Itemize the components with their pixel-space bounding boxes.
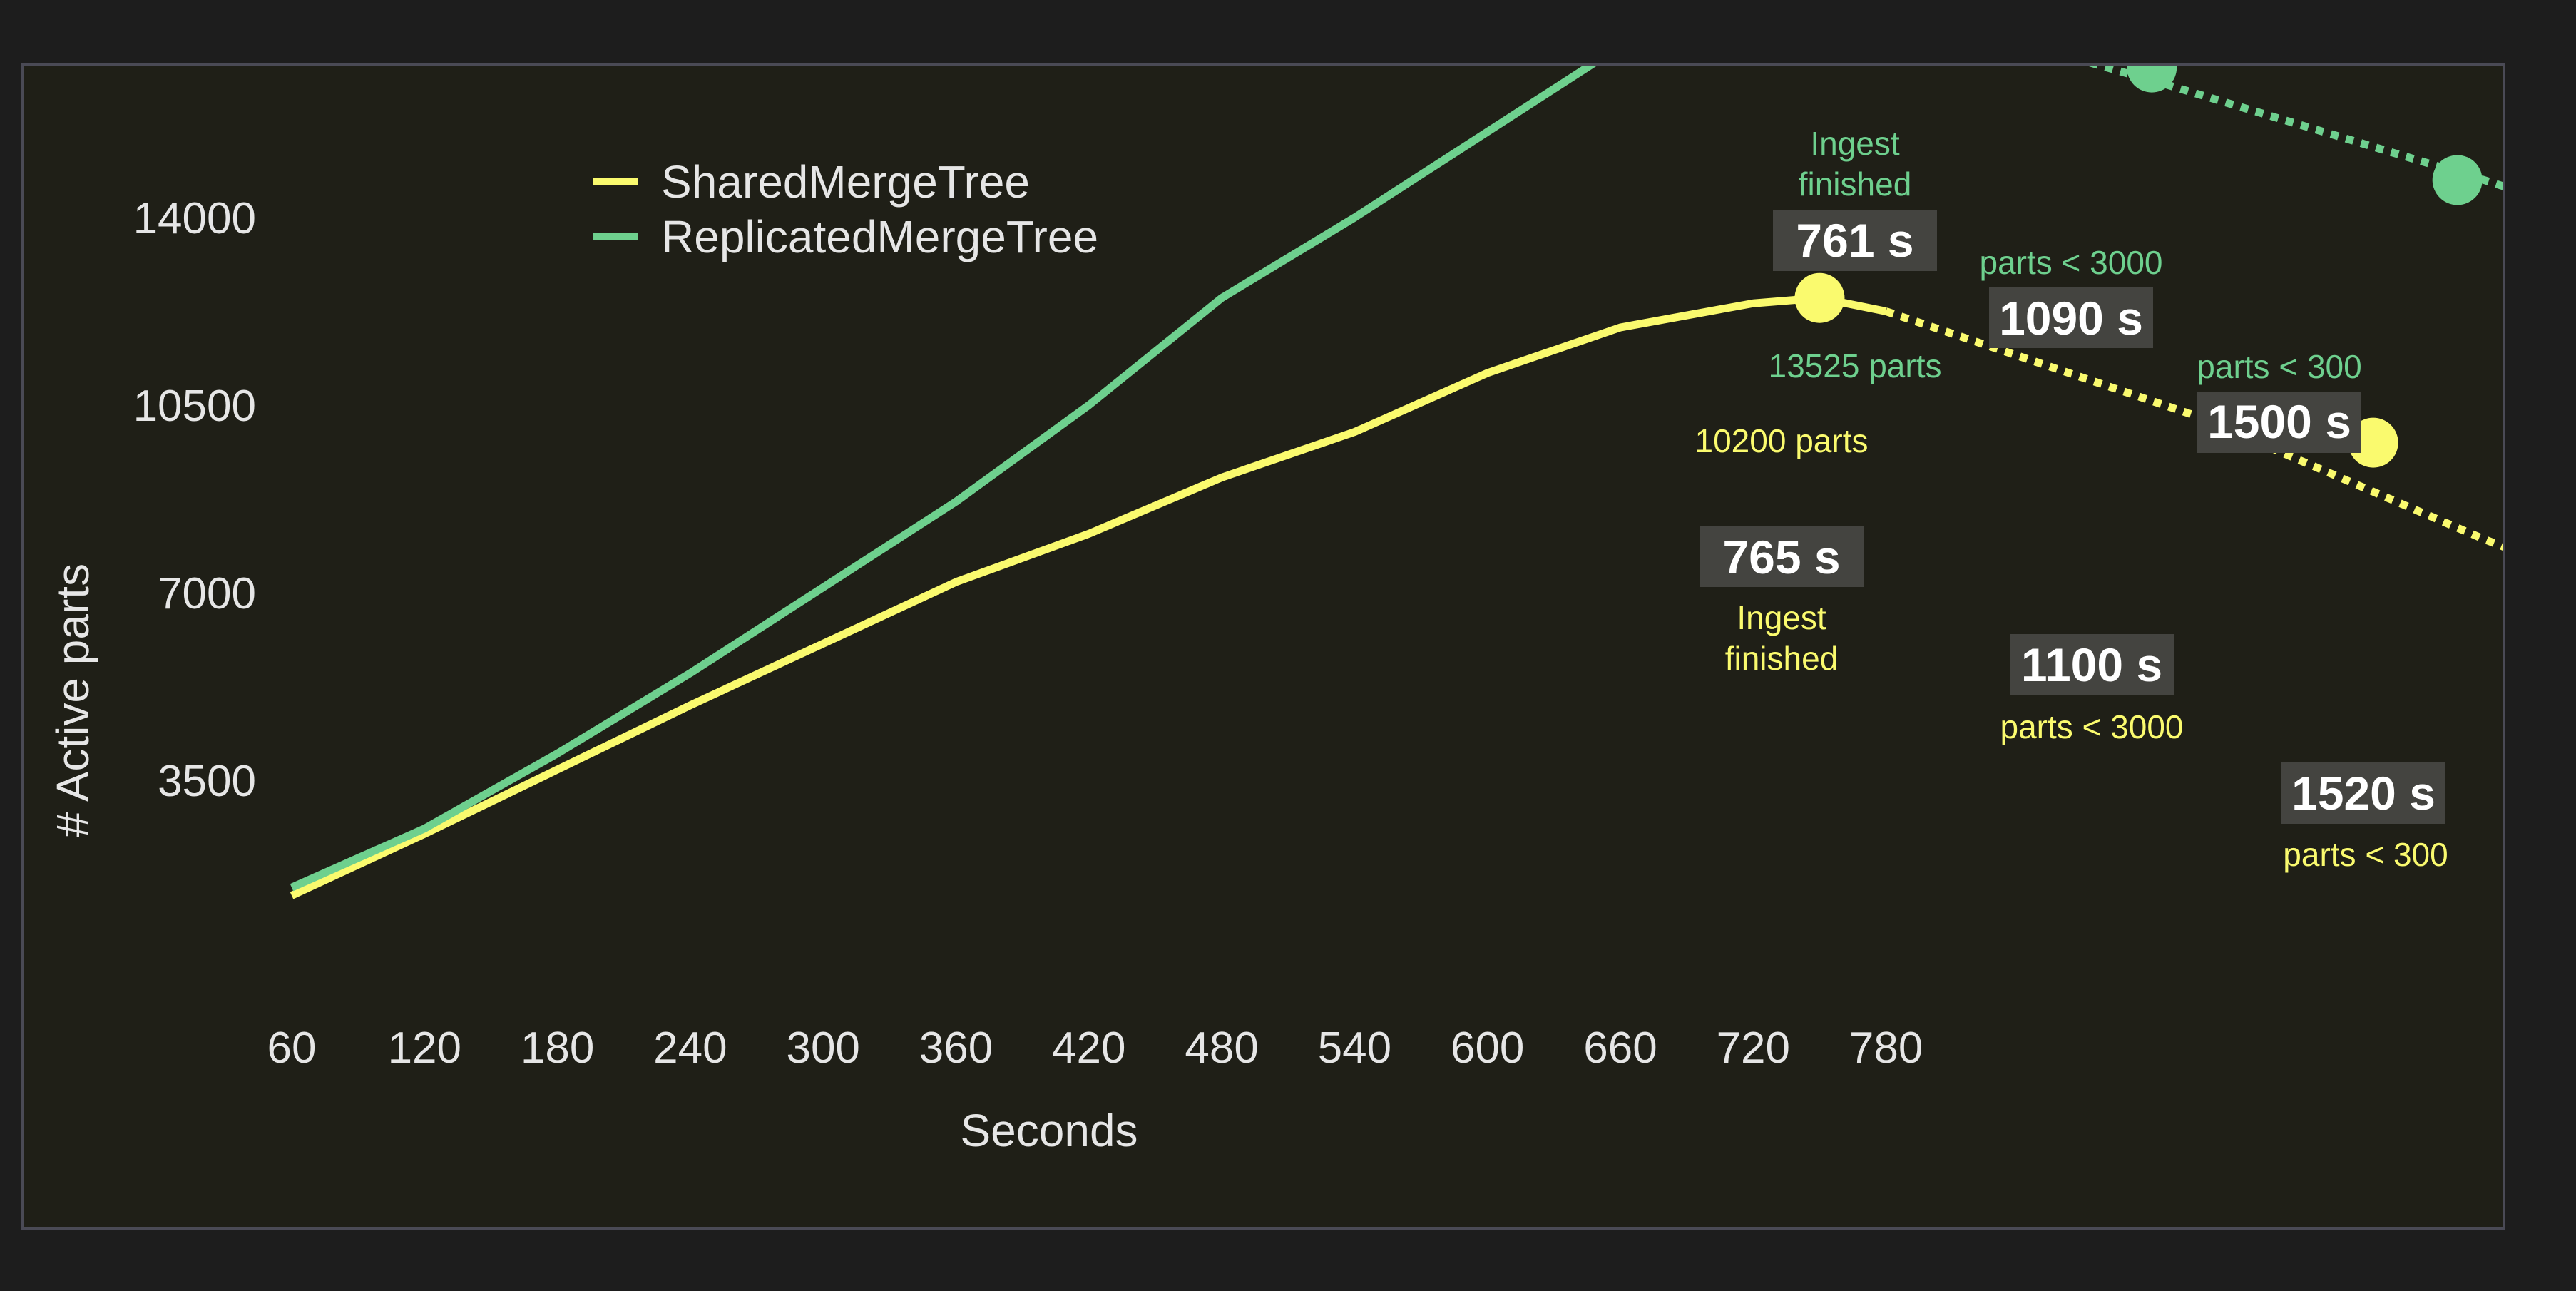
replicated-300-badge xyxy=(2197,392,2361,453)
shared-ingest-label-line1: Ingest xyxy=(1737,599,1826,636)
shared-3000-time: 1100 s xyxy=(2021,638,2162,691)
x-tick-label: 780 xyxy=(1849,1024,1923,1073)
legend: SharedMergeTree ReplicatedMergeTree xyxy=(593,156,1098,262)
y-tick-label: 7000 xyxy=(158,569,256,618)
x-tick-label: 480 xyxy=(1185,1024,1258,1073)
shared-ingest-parts: 10200 parts xyxy=(1695,422,1869,459)
shared-300-label: parts < 300 xyxy=(2283,836,2448,873)
shared-ingest-label-line2: finished xyxy=(1725,640,1839,677)
x-tick-label: 540 xyxy=(1318,1024,1391,1073)
shared-3000-label: parts < 3000 xyxy=(2000,708,2183,745)
shared-ingest-time: 765 s xyxy=(1722,531,1840,583)
x-tick-label: 300 xyxy=(786,1024,859,1073)
replicated-ingest-label-line2: finished xyxy=(1799,165,1912,203)
shared-ingest-badge xyxy=(1700,526,1864,587)
x-axis-title: Seconds xyxy=(960,1105,1138,1156)
legend-label-shared: SharedMergeTree xyxy=(661,156,1030,208)
series-lines xyxy=(290,66,2503,899)
axis-ticks: 60 120 180 240 300 360 420 480 540 600 660 720 780 35… xyxy=(133,194,1923,1073)
shared-marker-point xyxy=(1794,272,1845,323)
active-parts-chart: SharedMergeTree ReplicatedMergeTree Seco… xyxy=(47,66,2503,1156)
replicated-ingest-time: 761 s xyxy=(1796,214,1913,267)
replicated-3000-badge xyxy=(1989,287,2153,348)
replicated-marker-point xyxy=(2127,66,2177,93)
replicated-marker-point xyxy=(2432,155,2483,205)
legend-label-replicated: ReplicatedMergeTree xyxy=(661,211,1098,262)
x-tick-label: 600 xyxy=(1451,1024,1524,1073)
y-tick-label: 10500 xyxy=(133,382,256,431)
shared-300-time: 1520 s xyxy=(2291,767,2436,820)
x-tick-label: 420 xyxy=(1052,1024,1125,1073)
x-tick-label: 60 xyxy=(267,1024,317,1073)
x-tick-label: 180 xyxy=(521,1024,594,1073)
shared-series-line xyxy=(290,294,1887,899)
chart-frame: SharedMergeTree ReplicatedMergeTree Seco… xyxy=(21,63,2505,1230)
shared-3000-badge xyxy=(2010,634,2174,695)
replicated-annotations: Ingest finished 761 s 13525 parts parts … xyxy=(1769,125,2362,453)
y-axis-title: # Active parts xyxy=(47,563,98,837)
replicated-300-label: parts < 300 xyxy=(2197,348,2361,385)
shared-series-dotted-line xyxy=(1884,307,2503,551)
replicated-ingest-parts: 13525 parts xyxy=(1769,347,1942,384)
replicated-300-time: 1500 s xyxy=(2207,395,2351,448)
replicated-series-dotted-line xyxy=(2086,66,2503,190)
x-tick-label: 660 xyxy=(1583,1024,1657,1073)
x-tick-label: 120 xyxy=(388,1024,461,1073)
replicated-ingest-label-line1: Ingest xyxy=(1810,125,1900,162)
x-tick-label: 360 xyxy=(919,1024,993,1073)
replicated-ingest-badge xyxy=(1773,210,1937,271)
x-tick-label: 720 xyxy=(1717,1024,1790,1073)
x-tick-label: 240 xyxy=(653,1024,727,1073)
shared-annotations: 10200 parts 765 s Ingest finished 1100 s… xyxy=(1695,422,2448,873)
replicated-3000-time: 1090 s xyxy=(1999,292,2143,345)
y-tick-label: 14000 xyxy=(133,194,256,243)
replicated-series-line xyxy=(290,66,1598,892)
replicated-3000-label: parts < 3000 xyxy=(1979,244,2162,281)
shared-300-badge xyxy=(2281,762,2445,824)
y-tick-label: 3500 xyxy=(158,757,256,806)
